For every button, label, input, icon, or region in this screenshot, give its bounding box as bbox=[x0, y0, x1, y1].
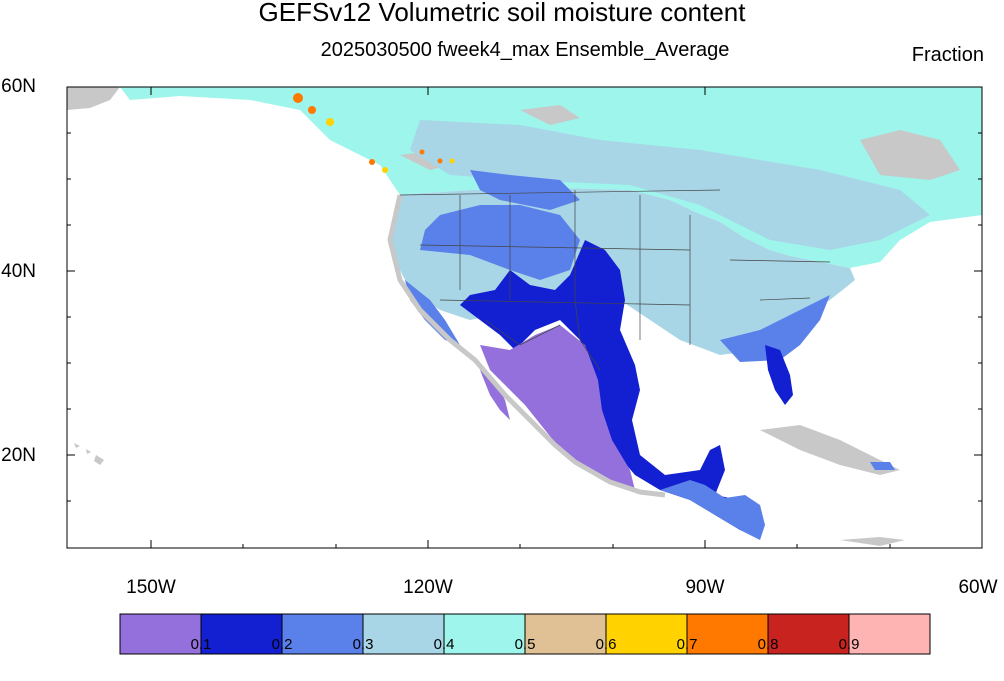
colorbar-swatch-3 bbox=[362, 613, 445, 655]
colorbar-swatch-1 bbox=[200, 613, 283, 655]
colorbar-label-3: 0.4 bbox=[433, 636, 455, 653]
lon-label-90w: 90W bbox=[685, 577, 725, 598]
lat-label-60n: 60N bbox=[1, 76, 36, 97]
central-america-blue bbox=[660, 480, 765, 540]
northern-lightblue bbox=[410, 120, 930, 250]
lon-label-120w: 120W bbox=[403, 577, 453, 598]
colorbar-label-1: 0.2 bbox=[271, 636, 293, 653]
colorbar-swatch-6 bbox=[605, 613, 688, 655]
colorbar-swatch-5 bbox=[524, 613, 607, 655]
lat-label-20n: 20N bbox=[1, 445, 36, 466]
plains-darkblue bbox=[460, 240, 760, 535]
colorbar-swatch-4 bbox=[443, 613, 526, 655]
florida bbox=[765, 345, 793, 405]
map-title: GEFSv12 Volumetric soil moisture content bbox=[258, 0, 746, 27]
colorbar-label-7: 0.8 bbox=[757, 636, 779, 653]
colorbar-label-2: 0.3 bbox=[352, 636, 374, 653]
lat-label-40n: 40N bbox=[1, 261, 36, 282]
soil-moisture-field bbox=[67, 87, 982, 546]
colorbar-label-6: 0.7 bbox=[676, 636, 698, 653]
hawaii-islands bbox=[74, 443, 104, 465]
colorbar bbox=[119, 613, 931, 655]
units-label: Fraction bbox=[911, 44, 984, 66]
lon-label-60w: 60W bbox=[958, 577, 998, 598]
axis-ticks bbox=[67, 86, 983, 548]
map-subtitle: 2025030500 fweek4_max Ensemble_Average bbox=[320, 39, 730, 61]
cuba-blue bbox=[870, 462, 895, 470]
state-borders bbox=[399, 189, 831, 371]
colorbar-label-8: 0.9 bbox=[838, 636, 860, 653]
caribbean-islands bbox=[760, 425, 905, 546]
hotspot-markers bbox=[293, 93, 455, 173]
colorbar-swatch-9 bbox=[848, 613, 931, 655]
colorbar-label-5: 0.6 bbox=[595, 636, 617, 653]
colorbar-label-0: 0.1 bbox=[190, 636, 212, 653]
colorbar-label-4: 0.5 bbox=[514, 636, 536, 653]
conus-blue-zone bbox=[405, 170, 830, 362]
colorbar-swatch-2 bbox=[281, 613, 364, 655]
coast-grey bbox=[387, 194, 666, 498]
colorbar-swatch-0 bbox=[119, 613, 202, 655]
lon-label-150w: 150W bbox=[126, 577, 176, 598]
mexico-purple bbox=[480, 325, 635, 490]
